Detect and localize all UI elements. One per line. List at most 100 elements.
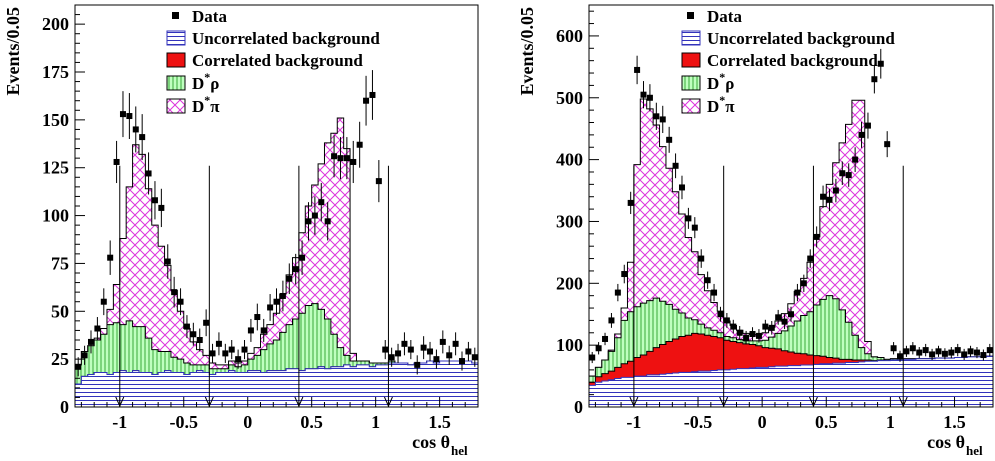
data-point	[717, 306, 724, 322]
data-point	[260, 318, 267, 342]
data-point	[685, 207, 692, 229]
data-point	[839, 161, 846, 185]
legend-swatch	[166, 98, 186, 114]
legend-label: D*π	[192, 93, 220, 116]
data-point	[382, 340, 389, 360]
data-point	[820, 185, 827, 208]
plot-area	[75, 70, 478, 407]
legend-label: Uncorrelated background	[707, 29, 895, 48]
x-tick-label: -0.5	[684, 412, 713, 432]
legend-item-dstrho: D*ρ	[681, 70, 734, 93]
uncorr-series	[75, 360, 478, 407]
data-point	[678, 175, 685, 200]
data-point	[356, 121, 363, 168]
x-axis-label-subscript: hel	[966, 443, 983, 458]
data-point	[749, 327, 756, 341]
legend-label: Correlated background	[707, 51, 878, 70]
data-point	[215, 332, 222, 356]
legend-item-corr: Correlated background	[681, 51, 878, 70]
x-tick-label: -1	[626, 412, 641, 432]
data-point	[884, 131, 891, 158]
legend-item-uncorr: Uncorrelated background	[166, 29, 380, 48]
legend-label: D*ρ	[707, 70, 734, 93]
data-point	[640, 81, 647, 109]
legend-item-data: Data	[687, 7, 742, 26]
data-point	[241, 340, 248, 360]
plot-frame	[588, 4, 994, 408]
x-tick-label: 0.5	[300, 412, 323, 432]
data-point	[929, 348, 936, 360]
x-tick-label: 0	[758, 412, 767, 432]
x-tick-label: 0	[243, 412, 252, 432]
data-point	[698, 249, 705, 268]
data-point	[602, 332, 609, 346]
legend-label: Data	[707, 7, 742, 26]
data-point	[634, 55, 641, 85]
legend-label: Data	[192, 7, 227, 26]
legend-item-uncorr: Uncorrelated background	[681, 29, 895, 48]
data-point	[446, 345, 453, 365]
data-point	[704, 271, 711, 289]
data-point	[292, 253, 299, 285]
data-point	[171, 276, 178, 308]
data-point	[196, 328, 203, 352]
data-point	[369, 70, 376, 120]
y-tick-label: 200	[42, 14, 69, 34]
legend-label: D*ρ	[192, 70, 219, 93]
data-point	[672, 153, 679, 179]
legend-swatch	[166, 52, 186, 68]
data-point	[363, 75, 370, 126]
data-point	[723, 312, 730, 328]
data-point	[203, 309, 210, 337]
data-point	[375, 160, 382, 203]
data-point	[845, 163, 852, 187]
data-point	[465, 341, 472, 362]
data-point	[916, 347, 923, 359]
data-point	[666, 126, 673, 153]
data-point	[407, 340, 414, 360]
data-point	[948, 347, 955, 359]
data-point	[858, 121, 865, 148]
uncorr-series	[589, 355, 993, 407]
y-tick-label: 100	[42, 206, 69, 226]
data-point	[158, 188, 165, 228]
legend-swatch	[681, 98, 701, 114]
data-point	[75, 357, 82, 377]
data-point	[775, 309, 782, 325]
data-point	[794, 283, 801, 302]
data-point	[427, 341, 434, 362]
data-point	[439, 330, 446, 354]
legend-swatch	[681, 75, 701, 91]
data-point	[337, 137, 344, 180]
data-point	[711, 283, 718, 302]
data-point	[986, 343, 993, 357]
data-point	[318, 183, 325, 222]
legend-label: Uncorrelated background	[192, 29, 380, 48]
y-tick-label: 500	[556, 88, 583, 108]
y-tick-label: 600	[556, 26, 583, 46]
x-tick-label: -1	[112, 412, 127, 432]
data-point	[813, 226, 820, 248]
data-point	[980, 349, 987, 361]
data-point	[614, 283, 621, 302]
data-point	[903, 345, 910, 357]
data-point	[736, 325, 743, 340]
data-point	[94, 317, 101, 340]
data-point	[755, 329, 762, 343]
data-point	[659, 105, 666, 134]
legend-label: D*π	[707, 93, 735, 116]
y-tick-label: 100	[556, 335, 583, 355]
right-panel: -1 -0.5 0 0.5 1 1.5 0 100 200 300 400 500 600 Events/…	[517, 4, 994, 458]
data-point	[331, 135, 338, 178]
legend-item-dstrho: D*ρ	[166, 70, 219, 93]
data-point	[935, 345, 942, 357]
data-point	[401, 332, 408, 356]
y-tick-label: 0	[60, 397, 69, 417]
data-point	[299, 240, 306, 275]
data-point	[107, 240, 114, 275]
data-point	[877, 48, 884, 79]
data-point	[768, 321, 775, 335]
data-point	[119, 91, 126, 138]
data-point	[864, 112, 871, 139]
